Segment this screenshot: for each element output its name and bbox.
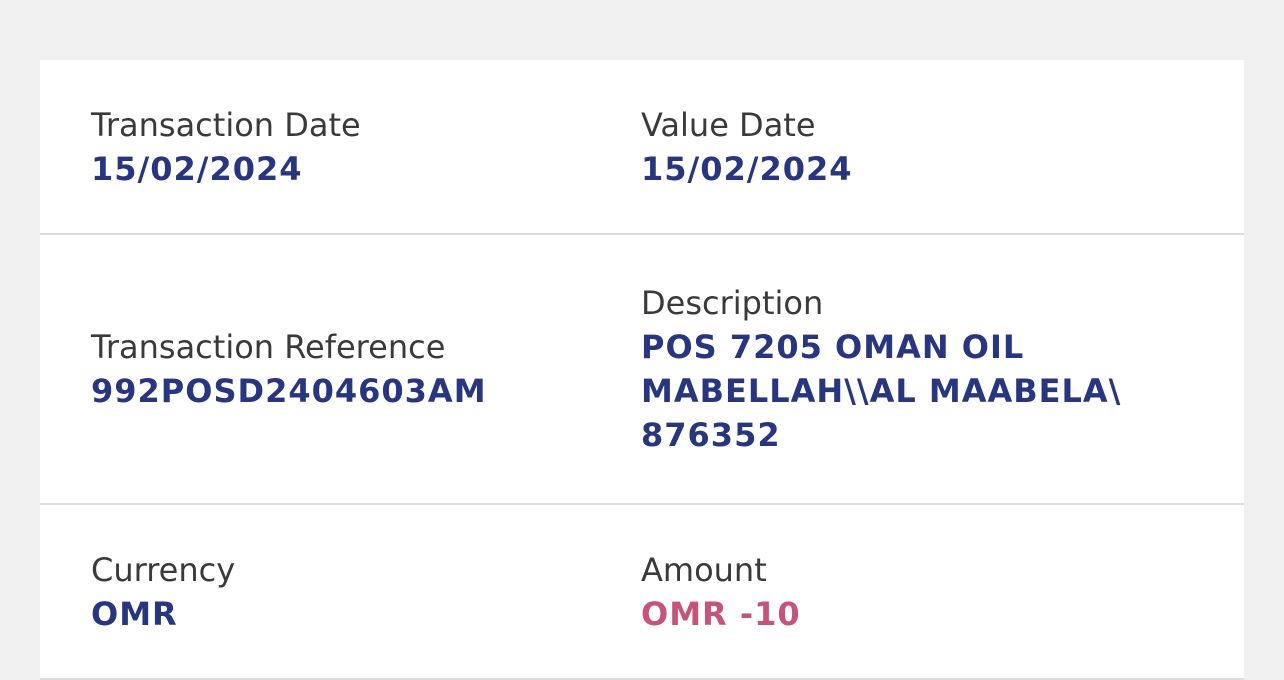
- detail-field: Amount OMR -10: [641, 548, 1244, 636]
- detail-field: Currency OMR: [40, 548, 641, 636]
- detail-field: Transaction Reference 992POSD2404603AM: [40, 325, 641, 413]
- field-value: POS 7205 OMAN OIL: [641, 328, 1025, 366]
- detail-row: Transaction Reference 992POSD2404603AM Des…: [40, 235, 1244, 505]
- field-label: Transaction Date: [91, 105, 361, 144]
- field-label: Transaction Reference: [91, 328, 446, 366]
- field-value: OMR: [91, 594, 178, 633]
- detail-row: Currency OMR Amount OMR -10: [40, 505, 1244, 680]
- field-label: Amount: [641, 550, 767, 589]
- field-value: 876352: [641, 416, 781, 454]
- detail-field: Transaction Date 15/02/2024: [40, 103, 641, 191]
- field-value: 15/02/2024: [641, 149, 853, 188]
- field-label: Value Date: [641, 105, 816, 144]
- detail-field: Value Date 15/02/2024: [641, 103, 1244, 191]
- field-value: OMR -10: [641, 594, 801, 633]
- field-value: MABELLAH\\AL MAABELA\: [641, 372, 1122, 410]
- field-value: 15/02/2024: [91, 149, 303, 188]
- field-label: Description: [641, 284, 824, 322]
- detail-field: Description POS 7205 OMAN OIL MABELLAH\\AL…: [641, 281, 1244, 457]
- transaction-details-card: Transaction Date 15/02/2024 Value Date 15/0…: [40, 60, 1244, 680]
- field-value: 992POSD2404603AM: [91, 372, 487, 410]
- detail-row: Transaction Date 15/02/2024 Value Date 15/0…: [40, 60, 1244, 235]
- field-label: Currency: [91, 550, 236, 589]
